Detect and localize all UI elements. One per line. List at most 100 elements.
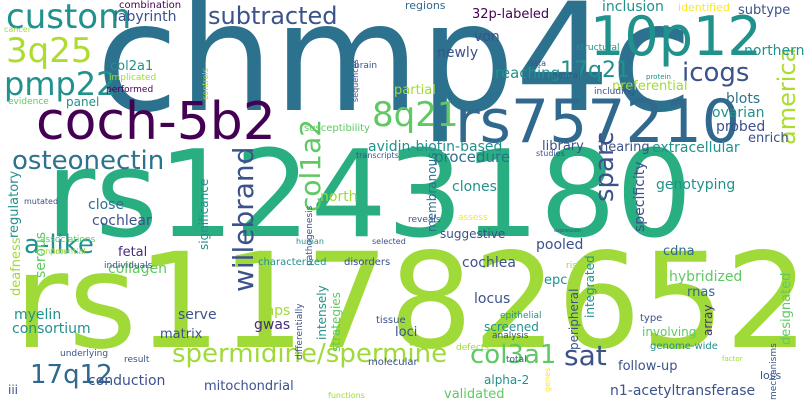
word: including bbox=[594, 87, 635, 97]
word: north bbox=[320, 189, 358, 205]
word: ovarian bbox=[712, 105, 765, 121]
word: von bbox=[474, 29, 500, 45]
word: rnas bbox=[687, 285, 716, 300]
word: coch-5b2 bbox=[36, 92, 276, 152]
word: studies bbox=[536, 149, 565, 158]
word: implicated bbox=[109, 73, 157, 83]
word: screened bbox=[484, 320, 539, 334]
word: close bbox=[88, 197, 125, 213]
word: reveals bbox=[408, 215, 441, 225]
word: validated bbox=[444, 387, 505, 402]
word: assess bbox=[458, 213, 488, 223]
word: preferential bbox=[612, 79, 688, 94]
word: underlying bbox=[60, 349, 109, 359]
word: analysis bbox=[492, 331, 529, 341]
word: alpha-2 bbox=[484, 373, 530, 387]
word: intensely bbox=[315, 285, 329, 340]
word: suggestive bbox=[440, 227, 506, 241]
word: risk bbox=[566, 261, 583, 271]
word: result bbox=[124, 355, 150, 365]
word: pooled bbox=[536, 237, 584, 253]
word: snps bbox=[258, 303, 291, 319]
word: combination bbox=[119, 0, 182, 11]
word: extracellular bbox=[652, 140, 740, 156]
word: procedure bbox=[434, 148, 511, 166]
word: associations bbox=[40, 235, 96, 245]
word: col3a1 bbox=[470, 340, 557, 370]
word: osteonectin bbox=[12, 146, 165, 176]
word: cancer bbox=[4, 25, 31, 34]
word: deafness bbox=[9, 237, 24, 296]
word: partial bbox=[394, 83, 436, 98]
word: chmp4c bbox=[96, 0, 693, 146]
word: characterized bbox=[258, 257, 327, 268]
word: 10p12 bbox=[590, 5, 762, 68]
word: selected bbox=[372, 237, 406, 246]
word: panel bbox=[66, 95, 100, 109]
word: labyrinth bbox=[114, 9, 177, 25]
word: avidin-biotin-based bbox=[368, 139, 503, 155]
word: identified bbox=[678, 1, 730, 14]
word: rs1243180 bbox=[46, 126, 693, 265]
word: cdna bbox=[663, 244, 695, 259]
word: icogs bbox=[682, 58, 750, 88]
word: mitochondrial bbox=[204, 379, 294, 394]
word: confirm bbox=[36, 247, 67, 256]
word: enrich bbox=[748, 131, 789, 146]
word: brain bbox=[354, 61, 378, 71]
word: genes bbox=[543, 367, 552, 392]
word: controls bbox=[201, 68, 210, 100]
word: differentially bbox=[295, 303, 305, 360]
word: fetal bbox=[118, 245, 148, 260]
word: 17q21 bbox=[560, 58, 630, 83]
word: functions bbox=[328, 391, 365, 400]
word: serve bbox=[178, 307, 217, 323]
word: matrix bbox=[160, 327, 203, 342]
word: collagen bbox=[108, 261, 167, 277]
word: iii bbox=[8, 383, 19, 397]
word: significance bbox=[197, 178, 211, 250]
word: type bbox=[640, 313, 663, 324]
word: structural bbox=[576, 43, 620, 53]
word: specificity bbox=[632, 161, 648, 232]
word: molecular bbox=[368, 357, 418, 368]
word: northern bbox=[744, 43, 805, 59]
word: myelin bbox=[14, 307, 62, 323]
word: col2a1 bbox=[110, 59, 154, 74]
word: follow-up bbox=[618, 359, 678, 374]
word: mutated bbox=[24, 197, 59, 206]
word: rs11782652 bbox=[14, 225, 808, 379]
word: integrated bbox=[583, 255, 597, 318]
word: involving bbox=[642, 325, 697, 339]
word: epithelial bbox=[500, 311, 542, 321]
word: subtracted bbox=[208, 2, 338, 30]
word: spermidine/spermine bbox=[172, 339, 448, 369]
word: mechanisms bbox=[769, 343, 779, 400]
word: gwas bbox=[254, 317, 291, 333]
word: genotyping bbox=[656, 177, 736, 193]
word: 8q21 bbox=[372, 95, 459, 135]
word: 32p-labeled bbox=[472, 7, 550, 22]
word: hybridized bbox=[669, 269, 743, 285]
word: expression bbox=[554, 228, 581, 234]
word: pmp22 bbox=[4, 65, 117, 103]
word: sat bbox=[564, 339, 607, 372]
word: willebrand bbox=[227, 146, 260, 292]
word: cochlea bbox=[462, 255, 516, 271]
word: strategies bbox=[329, 292, 343, 352]
word: probed bbox=[716, 119, 766, 135]
word: loss bbox=[760, 369, 782, 382]
word: designated bbox=[779, 272, 794, 345]
word: data bbox=[528, 59, 547, 68]
word: susceptibility bbox=[304, 123, 370, 134]
word: human bbox=[296, 237, 324, 246]
word: newly bbox=[437, 45, 479, 61]
word: total bbox=[506, 355, 527, 365]
word: n1-acetyltransferase bbox=[610, 383, 756, 399]
word: clones bbox=[452, 179, 497, 195]
word: loci bbox=[395, 325, 418, 340]
word: conduction bbox=[88, 373, 166, 389]
word: inclusion bbox=[602, 0, 664, 15]
word: tissue bbox=[376, 315, 406, 326]
word: regulatory bbox=[7, 170, 22, 238]
